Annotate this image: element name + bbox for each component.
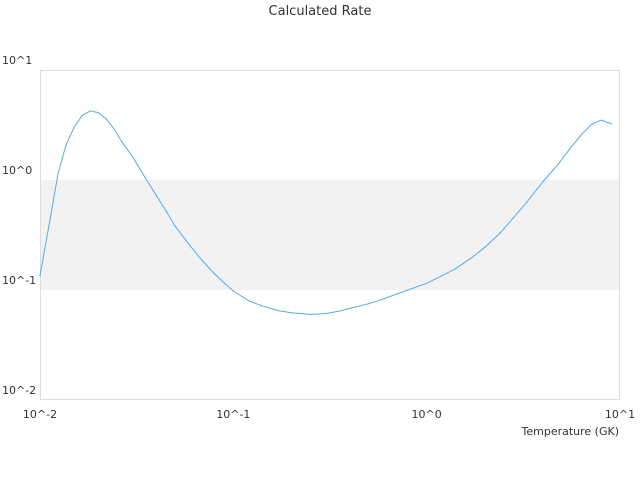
data-point [484, 246, 486, 248]
data-point [121, 141, 123, 143]
data-point [600, 119, 602, 121]
data-point [113, 128, 115, 130]
data-point [89, 110, 91, 112]
x-tick-label: 10^-1 [216, 408, 250, 421]
y-axis-ticks: 10^-2 10^-1 10^0 10^1 [2, 54, 36, 397]
data-point [441, 275, 443, 277]
data-point [512, 217, 514, 219]
x-tick-label: 10^1 [605, 408, 635, 421]
data-point [557, 163, 560, 165]
data-point [542, 180, 544, 183]
data-point [261, 305, 263, 307]
data-point [454, 268, 456, 270]
data-point [337, 310, 340, 312]
x-tick-label: 10^-2 [23, 408, 57, 421]
data-point [367, 303, 370, 305]
data-point [309, 313, 311, 315]
data-point [396, 293, 398, 295]
chart-title: Calculated Rate [268, 4, 372, 19]
data-point [97, 112, 99, 114]
data-point [610, 123, 612, 125]
data-point [214, 273, 216, 275]
x-axis-title: Temperature (GK) [521, 425, 620, 438]
data-point [131, 155, 133, 157]
x-tick-label: 10^0 [412, 408, 442, 421]
data-point [57, 172, 59, 174]
data-point [581, 132, 584, 134]
data-point [277, 310, 279, 312]
data-point [570, 146, 572, 148]
x-axis-ticks: 10^-2 10^-1 10^0 10^1 [23, 408, 635, 421]
data-point [39, 275, 41, 277]
data-point [155, 195, 157, 197]
data-point [49, 217, 51, 219]
data-point [81, 115, 83, 117]
series-line [39, 110, 612, 315]
data-point [165, 210, 167, 212]
data-point [105, 118, 107, 120]
y-tick-label: 10^1 [2, 54, 32, 67]
y-tick-label: 10^-2 [2, 384, 36, 397]
data-point [223, 282, 226, 284]
y-tick-label: 10^0 [2, 164, 32, 177]
data-point [144, 177, 146, 179]
data-point [407, 289, 409, 291]
data-point [232, 290, 234, 292]
y-tick-label: 10^-1 [2, 274, 36, 287]
plot-frame [40, 70, 620, 400]
data-point [174, 225, 176, 227]
data-point [526, 201, 528, 203]
shaded-band [40, 180, 620, 290]
data-point [499, 232, 501, 234]
data-point [73, 126, 75, 129]
data-point [325, 313, 327, 315]
data-point [290, 312, 293, 314]
data-point [65, 145, 67, 147]
data-point [248, 300, 250, 302]
data-point [189, 245, 191, 247]
data-point [383, 298, 385, 300]
data-point [349, 307, 351, 309]
series-points [39, 110, 612, 315]
data-point [470, 257, 472, 259]
data-point [202, 261, 204, 263]
data-point [591, 123, 594, 125]
data-point [426, 282, 428, 284]
